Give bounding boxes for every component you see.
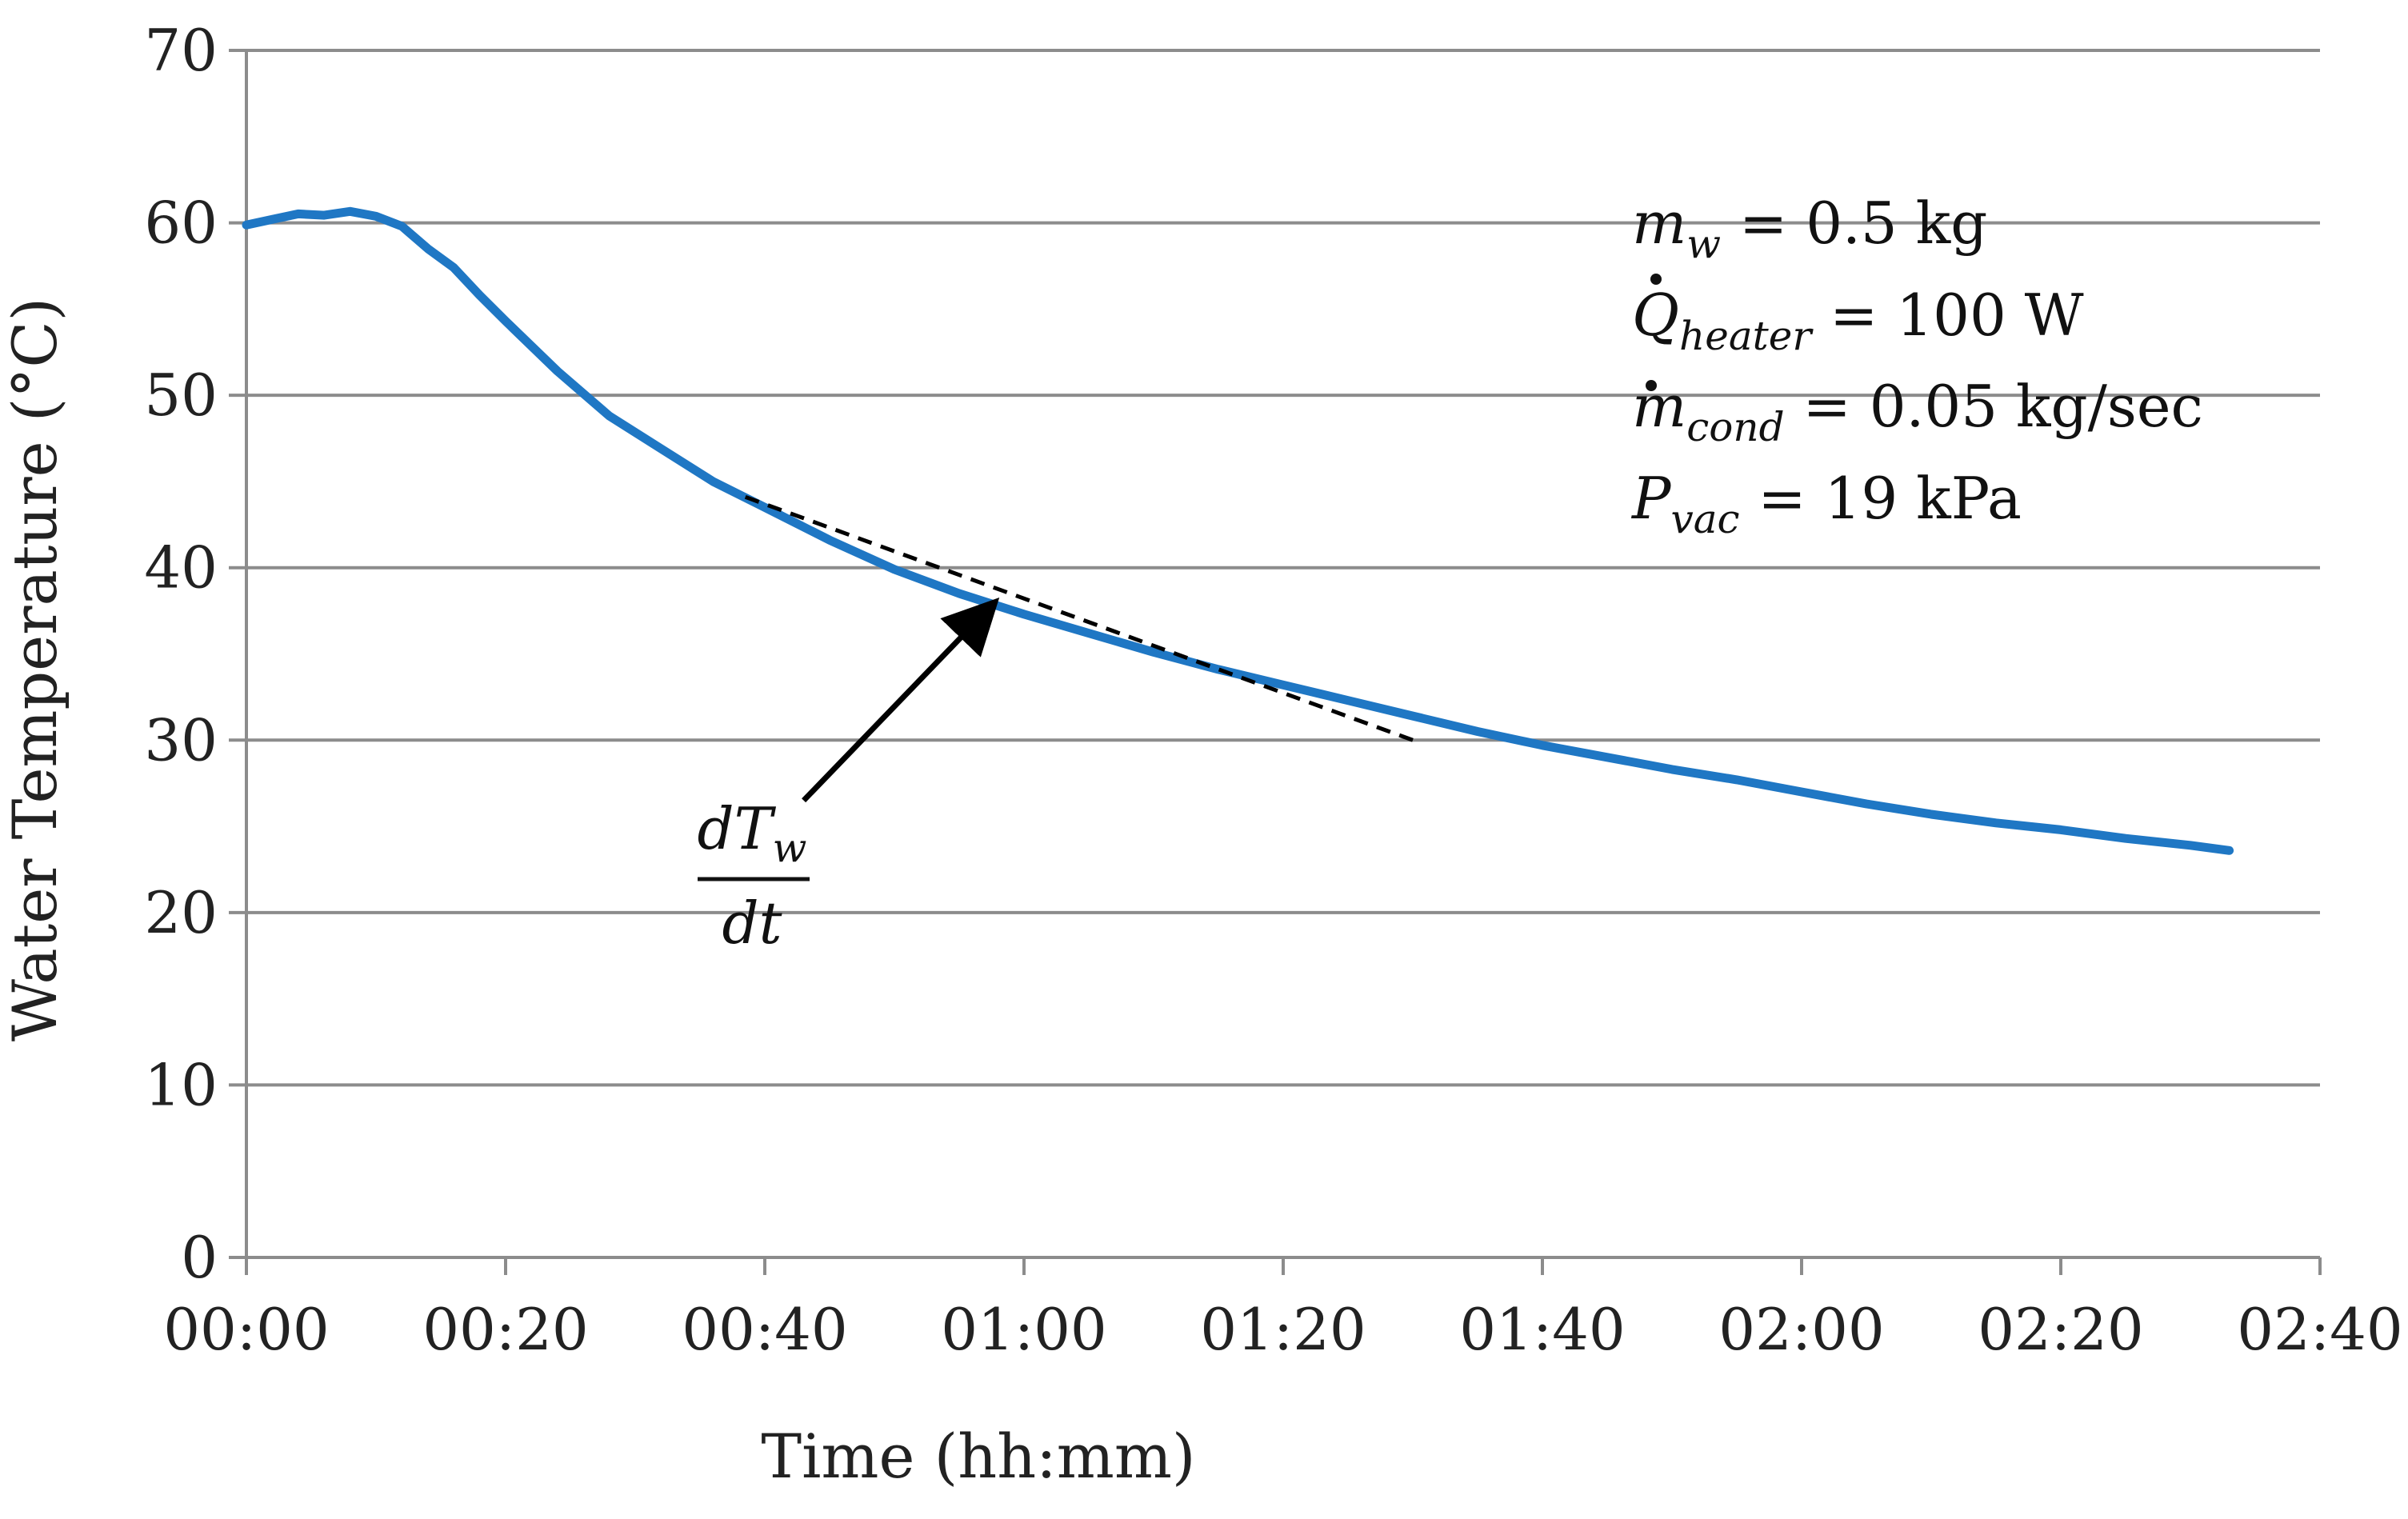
derivative-numerator: dT <box>698 795 777 862</box>
y-tick-label: 40 <box>144 534 218 602</box>
x-tick-label: 01:40 <box>1459 1296 1626 1363</box>
x-tick-label: 00:00 <box>163 1296 330 1363</box>
derivative-denominator: dt <box>722 889 782 957</box>
y-tick-label: 60 <box>144 190 218 257</box>
y-tick-label: 0 <box>181 1224 218 1291</box>
y-tick-label: 10 <box>144 1051 218 1118</box>
y-tick-label: 20 <box>144 879 218 946</box>
y-tick-label: 50 <box>144 362 218 429</box>
y-axis-title: Water Temperature (°C) <box>0 298 70 1041</box>
svg-text:dTw: dTw <box>698 795 807 871</box>
x-tick-label: 01:00 <box>941 1296 1107 1363</box>
arrow-group <box>802 598 1000 803</box>
parameter-vacuum: Pvac = 19 kPa <box>1630 465 2022 542</box>
parameter-heater: Qheater = 100 W <box>1632 282 2084 359</box>
x-tick-label: 00:20 <box>422 1296 589 1363</box>
dot-accent-condensate <box>1646 380 1657 391</box>
series-line-water-temperature <box>242 206 2234 855</box>
x-tick-label: 00:40 <box>682 1296 848 1363</box>
parameter-condensate: mcond = 0.05 kg/sec <box>1632 373 2203 450</box>
series-group <box>242 206 2234 855</box>
x-tick-label: 02:20 <box>1978 1296 2144 1363</box>
parameters-box: mw = 0.5 kg Qheater = 100 W mcond = 0.05… <box>1630 190 2203 542</box>
x-tick-labels: 00:00 00:20 00:40 01:00 01:20 01:40 02:00 02:20… <box>163 1296 2403 1363</box>
derivative-numerator-sub: w <box>773 825 807 871</box>
annotation-arrow <box>802 598 1000 803</box>
x-tick-label: 02:40 <box>2237 1296 2403 1363</box>
y-tick-labels: 0 10 20 30 40 50 60 70 <box>144 17 218 1291</box>
x-tick-label: 02:00 <box>1718 1296 1885 1363</box>
dot-accent-heater <box>1650 274 1662 285</box>
parameter-mass: mw = 0.5 kg <box>1632 190 1987 267</box>
x-axis-title: Time (hh:mm) <box>761 1421 1195 1492</box>
derivative-label: dTw dt <box>698 795 810 957</box>
x-tick-label: 01:20 <box>1200 1296 1366 1363</box>
y-tick-label: 30 <box>144 706 218 773</box>
y-tick-label: 70 <box>144 17 218 84</box>
